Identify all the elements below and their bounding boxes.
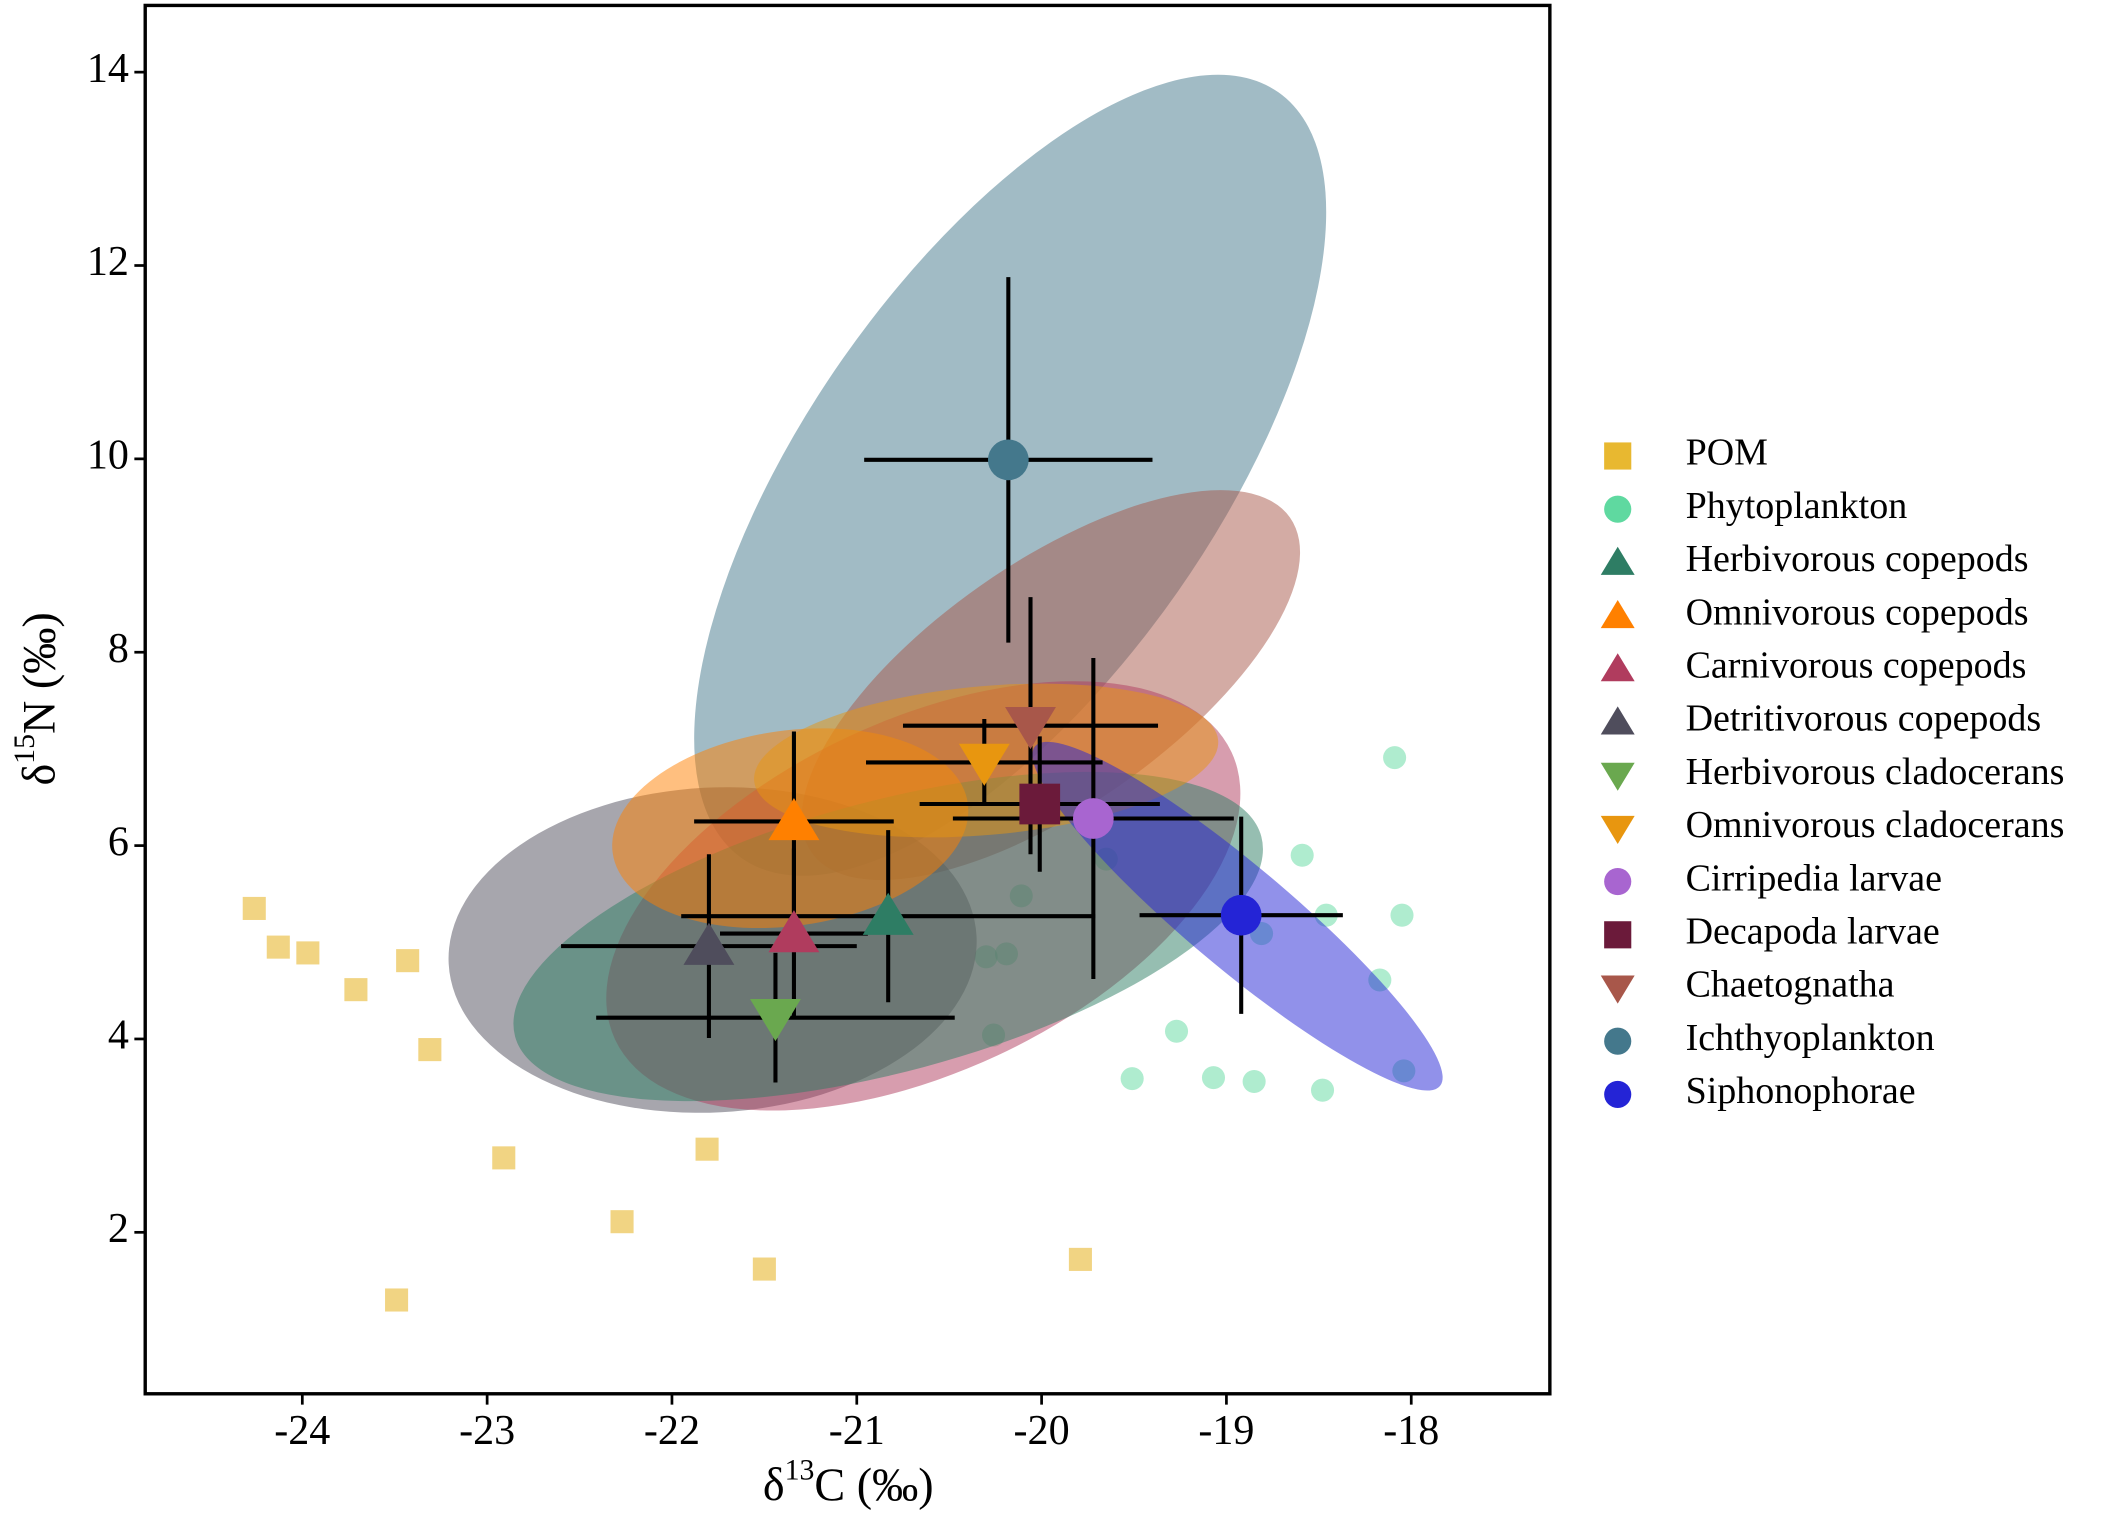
plot-area (242, 74, 1443, 1312)
data-point (1390, 903, 1414, 927)
group-mean (1220, 894, 1262, 936)
legend-label: Chaetognatha (1686, 964, 1895, 1006)
legend-label: Ichthyoplankton (1686, 1017, 1935, 1059)
group-mean (1005, 706, 1056, 750)
y-tick-label: 8 (108, 626, 129, 672)
data-point (1201, 1066, 1226, 1090)
legend-label: Omnivorous cladocerans (1686, 804, 2065, 846)
data-point (695, 1137, 719, 1161)
legend-label: Phytoplankton (1686, 485, 1908, 527)
data-point (1290, 843, 1314, 867)
x-label-rest: C (‰) (814, 1458, 933, 1509)
y-axis-label: δ15N (‰) (8, 612, 64, 785)
y-tick-label: 14 (87, 46, 129, 92)
data-point (1068, 1247, 1092, 1271)
x-tick-label: -18 (1383, 1408, 1439, 1454)
legend-marker (1604, 495, 1632, 523)
x-tick-label: -22 (644, 1408, 700, 1454)
legend-marker (1600, 653, 1635, 682)
legend-label: POM (1686, 432, 1768, 474)
data-point (242, 896, 266, 920)
group-mean (683, 922, 735, 965)
x-axis-label: δ13C (‰) (763, 1453, 934, 1509)
legend-marker (1600, 706, 1635, 735)
y-tick-label: 12 (87, 239, 129, 285)
legend-label: Herbivorous cladocerans (1686, 751, 2065, 793)
data-point (266, 935, 290, 959)
x-tick-label: -19 (1198, 1408, 1254, 1454)
x-tick-label: -21 (829, 1408, 885, 1454)
y-tick-label: 6 (108, 819, 129, 865)
data-point (1310, 1078, 1335, 1102)
data-point (1383, 746, 1407, 770)
data-point (752, 1257, 776, 1281)
data-point (296, 941, 320, 965)
data-point (344, 978, 368, 1002)
legend-label: Decapoda larvae (1686, 911, 1940, 953)
group-mean (862, 892, 914, 935)
y-label-sup: 15 (8, 734, 41, 764)
data-point (385, 1288, 409, 1312)
x-label-symbol: δ (763, 1458, 785, 1509)
group-mean (1072, 798, 1114, 839)
x-tick-label: -20 (1014, 1408, 1070, 1454)
x-label-sup: 13 (785, 1453, 815, 1486)
legend-label: Detritivorous copepods (1686, 698, 2042, 740)
data-point (396, 949, 420, 973)
legend-label: Herbivorous copepods (1686, 538, 2029, 580)
data-point (1164, 1019, 1189, 1043)
data-point (1120, 1067, 1144, 1091)
legend-marker (1604, 1080, 1632, 1108)
data-point (1242, 1069, 1266, 1094)
data-point (492, 1146, 516, 1170)
group-mean (750, 998, 801, 1042)
group-mean (987, 439, 1029, 481)
group-mean (768, 910, 820, 953)
legend: POM Phytoplankton Herbivorous copepods Omni… (1600, 432, 2065, 1112)
y-label-rest: N (‰) (13, 612, 64, 734)
group-mean (958, 743, 1010, 786)
legend-marker (1600, 815, 1635, 845)
axes-frame (143, 3, 1552, 1396)
group-mean (768, 798, 820, 841)
legend-label: Carnivorous copepods (1686, 645, 2027, 687)
legend-marker (1600, 599, 1635, 629)
legend-marker (1600, 546, 1635, 575)
legend-label: Omnivorous copepods (1686, 591, 2029, 633)
data-point (418, 1038, 442, 1062)
legend-marker (1604, 868, 1632, 896)
legend-label: Cirripedia larvae (1686, 857, 1942, 899)
y-label-symbol: δ (13, 764, 64, 786)
legend-marker (1604, 442, 1632, 470)
legend-label: Siphonophorae (1686, 1070, 1916, 1112)
legend-marker (1600, 762, 1635, 791)
group-mean (1019, 783, 1061, 825)
legend-marker (1604, 1027, 1632, 1055)
y-tick-label: 10 (87, 433, 129, 479)
data-point (610, 1210, 634, 1234)
y-tick-label: 2 (108, 1206, 129, 1252)
legend-marker (1604, 921, 1632, 949)
legend-marker (1600, 975, 1635, 1004)
x-tick-label: -24 (274, 1408, 330, 1454)
y-tick-label: 4 (108, 1013, 129, 1059)
x-tick-label: -23 (459, 1408, 515, 1454)
